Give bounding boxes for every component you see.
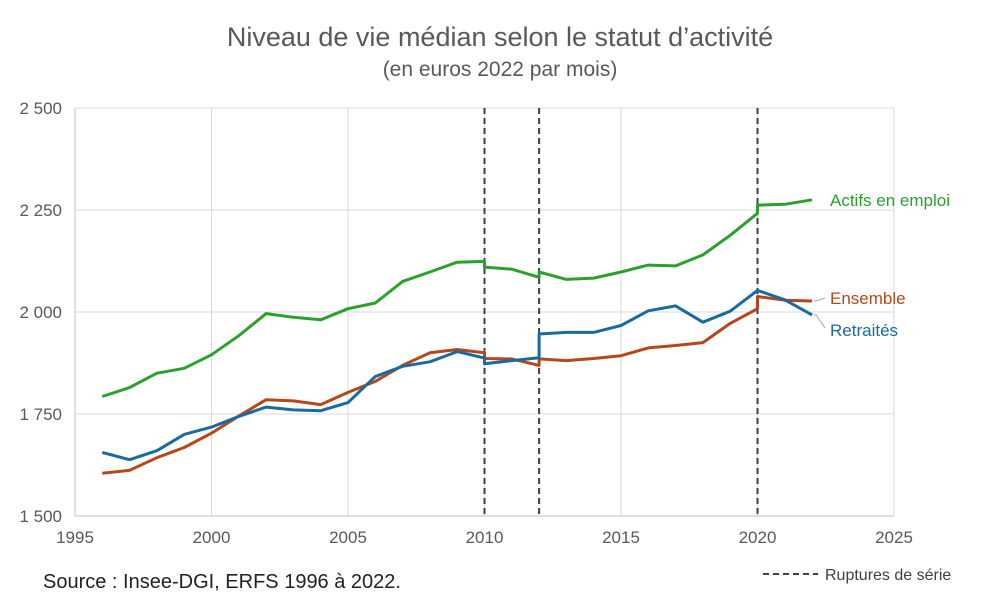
y-tick-label: 1 500 [19,507,62,526]
y-tick-label: 2 500 [19,99,62,118]
series-label: Retraités [830,321,898,340]
legend: Ruptures de série [763,567,951,584]
series-lines [101,198,813,475]
series-label: Actifs en emploi [830,191,950,210]
y-tick-label: 1 750 [19,405,62,424]
series-line-1 [102,295,813,475]
series-line-0 [101,198,813,398]
series-breaks [483,108,759,516]
leader-line [814,297,826,302]
x-tick-label: 2025 [875,528,913,547]
series-labels: Actifs en emploi Ensemble Retraités [814,191,950,340]
chart-subtitle: (en euros 2022 par mois) [383,58,618,81]
x-tick-label: 2020 [739,528,777,547]
y-tick-label: 2 000 [19,303,62,322]
series-label: Ensemble [830,289,906,308]
legend-label: Ruptures de série [825,567,951,584]
series-line-2 [101,288,813,462]
y-tick-label: 2 250 [19,201,62,220]
x-tick-label: 2000 [193,528,231,547]
chart-title: Niveau de vie médian selon le statut d’a… [227,22,773,52]
leader-line [814,314,826,329]
x-tick-label: 1995 [56,528,94,547]
x-tick-label: 2010 [466,528,504,547]
axes: 1 500 1 750 2 000 2 250 2 500 1995 2000 2005 201… [19,99,912,547]
x-tick-label: 2005 [329,528,367,547]
x-tick-label: 2015 [602,528,640,547]
source-note: Source : Insee-DGI, ERFS 1996 à 2022. [43,571,401,593]
